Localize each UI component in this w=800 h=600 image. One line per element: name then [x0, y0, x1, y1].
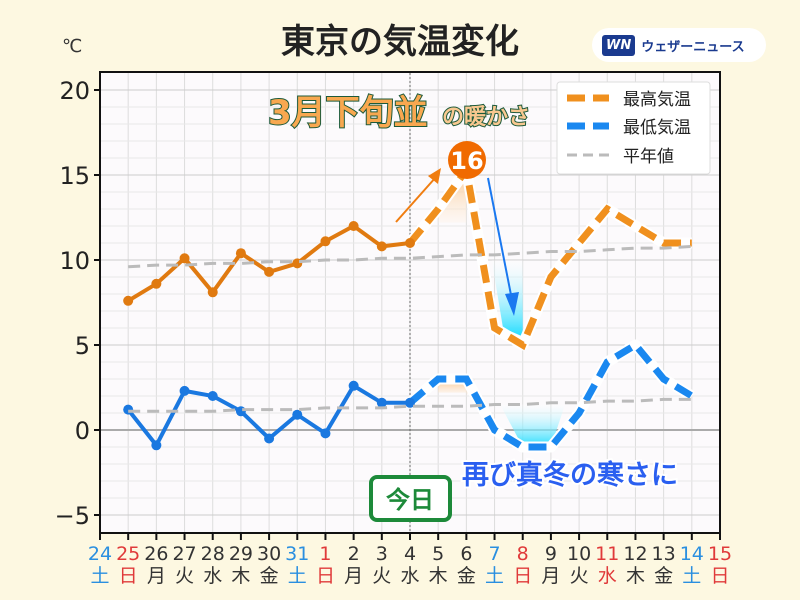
x-tick-weekday: 火 [570, 565, 589, 587]
cold-arrowhead [505, 292, 519, 316]
x-tick-day: 5 [432, 543, 444, 565]
x-tick-day: 4 [404, 543, 416, 565]
x-tick-weekday: 日 [513, 565, 532, 587]
x-tick-weekday: 日 [710, 565, 729, 587]
legend-label-low: 最低気温 [623, 118, 691, 138]
cold-annotation: 再び真冬の寒さに [462, 459, 678, 491]
y-tick-label: 20 [59, 77, 90, 105]
x-tick-weekday: 金 [260, 565, 279, 587]
legend: 最高気温 最低気温 平年値 [556, 81, 711, 175]
x-tick-day: 31 [285, 543, 309, 565]
x-tick-day: 25 [116, 543, 140, 565]
x-tick-day: 1 [319, 543, 331, 565]
high-point [376, 241, 387, 252]
low-point [320, 428, 331, 439]
x-tick-weekday: 水 [598, 565, 617, 587]
x-tick-day: 15 [708, 543, 732, 565]
y-tick-label: 10 [59, 247, 90, 275]
peak-badge [448, 141, 486, 179]
high-point [235, 248, 246, 259]
y-tick-label: −5 [55, 502, 90, 530]
x-tick-day: 14 [680, 543, 704, 565]
x-tick-weekday: 金 [457, 565, 476, 587]
today-box [369, 475, 452, 522]
x-tick-day: 12 [623, 543, 647, 565]
low-point [207, 391, 218, 401]
high-point [179, 253, 190, 264]
warm-annotation-small: の暖かさ [442, 105, 530, 130]
legend-label-normal: 平年値 [623, 147, 674, 167]
low-point [235, 406, 246, 417]
low-point [264, 433, 275, 444]
warm-annotation: 3月下旬並 [268, 93, 428, 133]
low-point [179, 385, 190, 396]
low-point [376, 397, 387, 408]
x-tick-day: 8 [517, 543, 529, 565]
x-tick-weekday: 土 [90, 565, 109, 587]
x-tick-weekday: 土 [485, 565, 504, 587]
x-tick-weekday: 月 [344, 565, 363, 587]
y-tick-label: 0 [75, 417, 90, 445]
x-tick-weekday: 日 [119, 565, 138, 587]
high-point [292, 258, 303, 269]
high-point [320, 236, 331, 247]
x-tick-day: 2 [348, 543, 360, 565]
logo-text: ウェザーニュース [641, 39, 745, 55]
high-point [405, 238, 415, 248]
x-tick-weekday: 水 [400, 565, 419, 587]
logo-mark: WN [602, 34, 636, 56]
warm-arrowhead [428, 168, 441, 184]
x-tick-weekday: 水 [203, 565, 222, 587]
x-tick-weekday: 木 [429, 565, 448, 587]
x-tick-weekday: 火 [372, 565, 391, 587]
cold-arrow [487, 177, 513, 301]
high-point [123, 295, 134, 306]
x-tick-day: 28 [201, 543, 225, 565]
x-tick-day: 24 [88, 543, 112, 565]
high-point [207, 287, 218, 298]
x-tick-day: 6 [460, 543, 472, 565]
x-tick-day: 26 [144, 543, 168, 565]
x-tick-day: 27 [172, 543, 196, 565]
low-point [405, 397, 415, 408]
x-tick-weekday: 木 [626, 565, 645, 587]
x-tick-day: 30 [257, 543, 281, 565]
weathernews-logo: WN ウェザーニュース [592, 28, 766, 62]
x-tick-weekday: 月 [541, 565, 560, 587]
warm-arrow [395, 176, 437, 223]
low-point [123, 404, 134, 415]
y-tick-label: 5 [75, 332, 90, 360]
x-tick-day: 7 [488, 543, 500, 565]
y-tick-label: 15 [59, 162, 90, 190]
high-point [151, 278, 162, 289]
page-title: 東京の気温変化 [281, 22, 519, 62]
y-axis-unit: ℃ [62, 36, 83, 57]
x-tick-weekday: 土 [682, 565, 701, 587]
peak-badge-label: 16 [450, 147, 483, 175]
x-tick-day: 13 [652, 543, 676, 565]
high-forecast-line [407, 161, 692, 351]
x-tick-day: 29 [229, 543, 253, 565]
low-point [292, 409, 303, 420]
x-tick-day: 11 [595, 543, 619, 565]
x-tick-day: 10 [567, 543, 591, 565]
low-point [151, 440, 162, 451]
cold-highlight-low [500, 404, 565, 447]
x-tick-weekday: 金 [654, 565, 673, 587]
x-tick-weekday: 火 [175, 565, 194, 587]
x-tick-day: 9 [545, 543, 557, 565]
x-tick-weekday: 日 [316, 565, 335, 587]
x-tick-weekday: 木 [231, 565, 250, 587]
x-tick-weekday: 土 [288, 565, 307, 587]
high-point [264, 266, 275, 277]
high-point [348, 221, 359, 231]
today-label: 今日 [386, 486, 434, 514]
x-tick-day: 3 [376, 543, 388, 565]
low-forecast-line [407, 340, 694, 451]
legend-label-high: 最高気温 [623, 90, 691, 110]
x-tick-weekday: 月 [147, 565, 166, 587]
low-point [348, 380, 359, 391]
